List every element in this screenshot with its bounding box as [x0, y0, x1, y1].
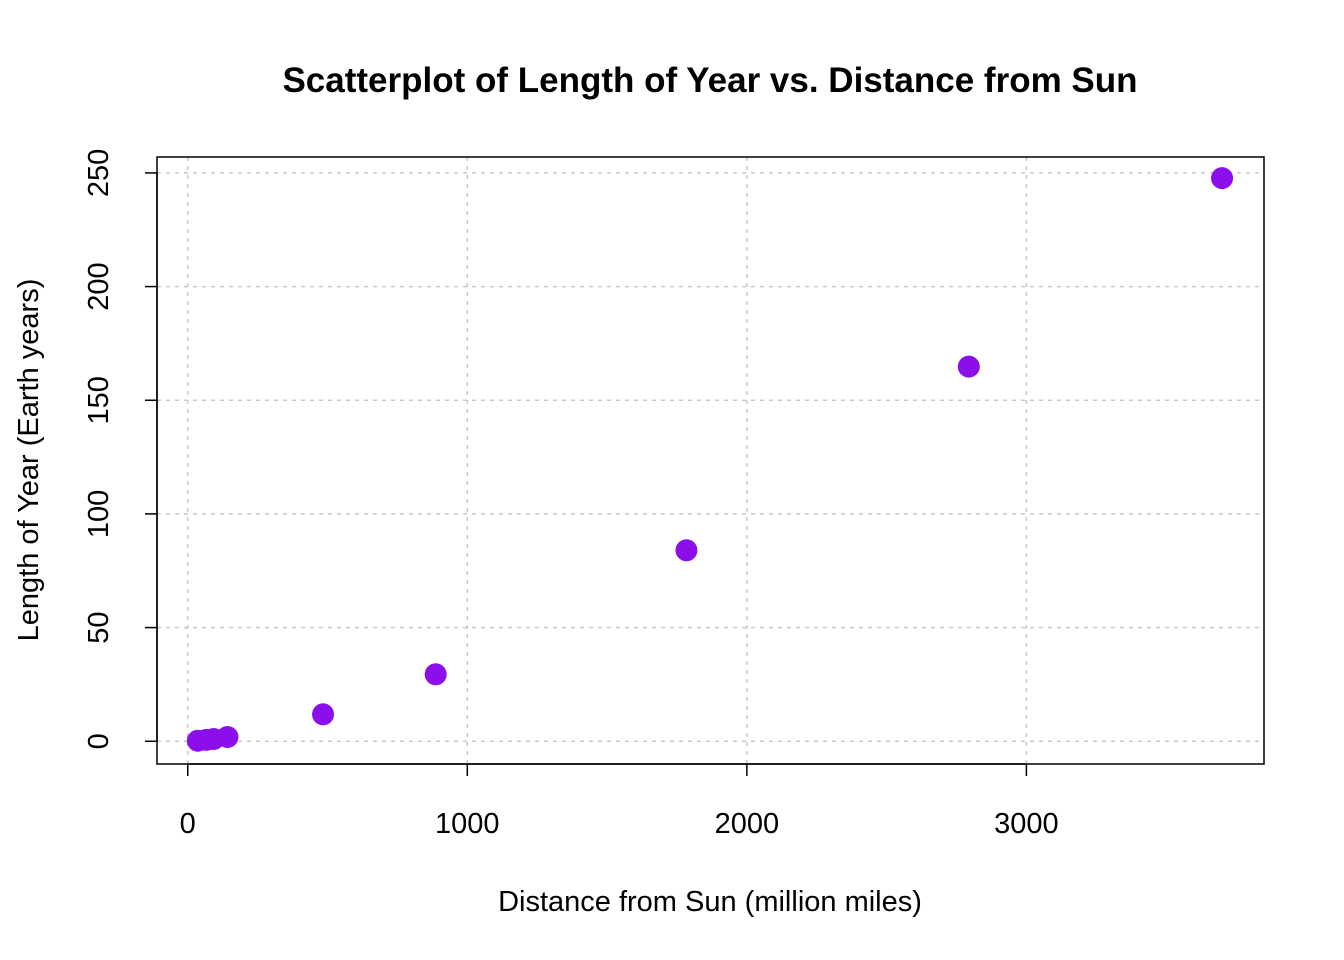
y-tick-label: 150 — [83, 376, 115, 424]
x-tick-label: 1000 — [435, 808, 500, 840]
x-axis: 0 1000 2000 3000 — [180, 763, 1059, 840]
x-tick-label: 3000 — [994, 808, 1059, 840]
x-tick-label: 0 — [180, 808, 196, 840]
y-axis: 0 50 100 150 200 250 — [83, 149, 158, 749]
chart-title: Scatterplot of Length of Year vs. Distan… — [282, 61, 1137, 100]
data-point — [957, 355, 980, 378]
y-tick-label: 0 — [83, 733, 115, 749]
x-tick-label: 2000 — [715, 808, 780, 840]
grid — [157, 157, 1264, 764]
data-point — [1211, 167, 1234, 190]
y-tick-label: 200 — [83, 262, 115, 310]
y-tick-label: 250 — [83, 149, 115, 197]
y-axis-label: Length of Year (Earth years) — [13, 279, 45, 642]
x-axis-label: Distance from Sun (million miles) — [498, 886, 922, 918]
data-point — [312, 703, 335, 726]
y-tick-label: 100 — [83, 490, 115, 538]
plot-frame — [156, 156, 1265, 765]
data-point — [675, 539, 698, 562]
y-tick-label: 50 — [83, 611, 115, 643]
data-point — [216, 725, 239, 748]
data-points — [186, 167, 1234, 752]
data-point — [424, 663, 447, 686]
